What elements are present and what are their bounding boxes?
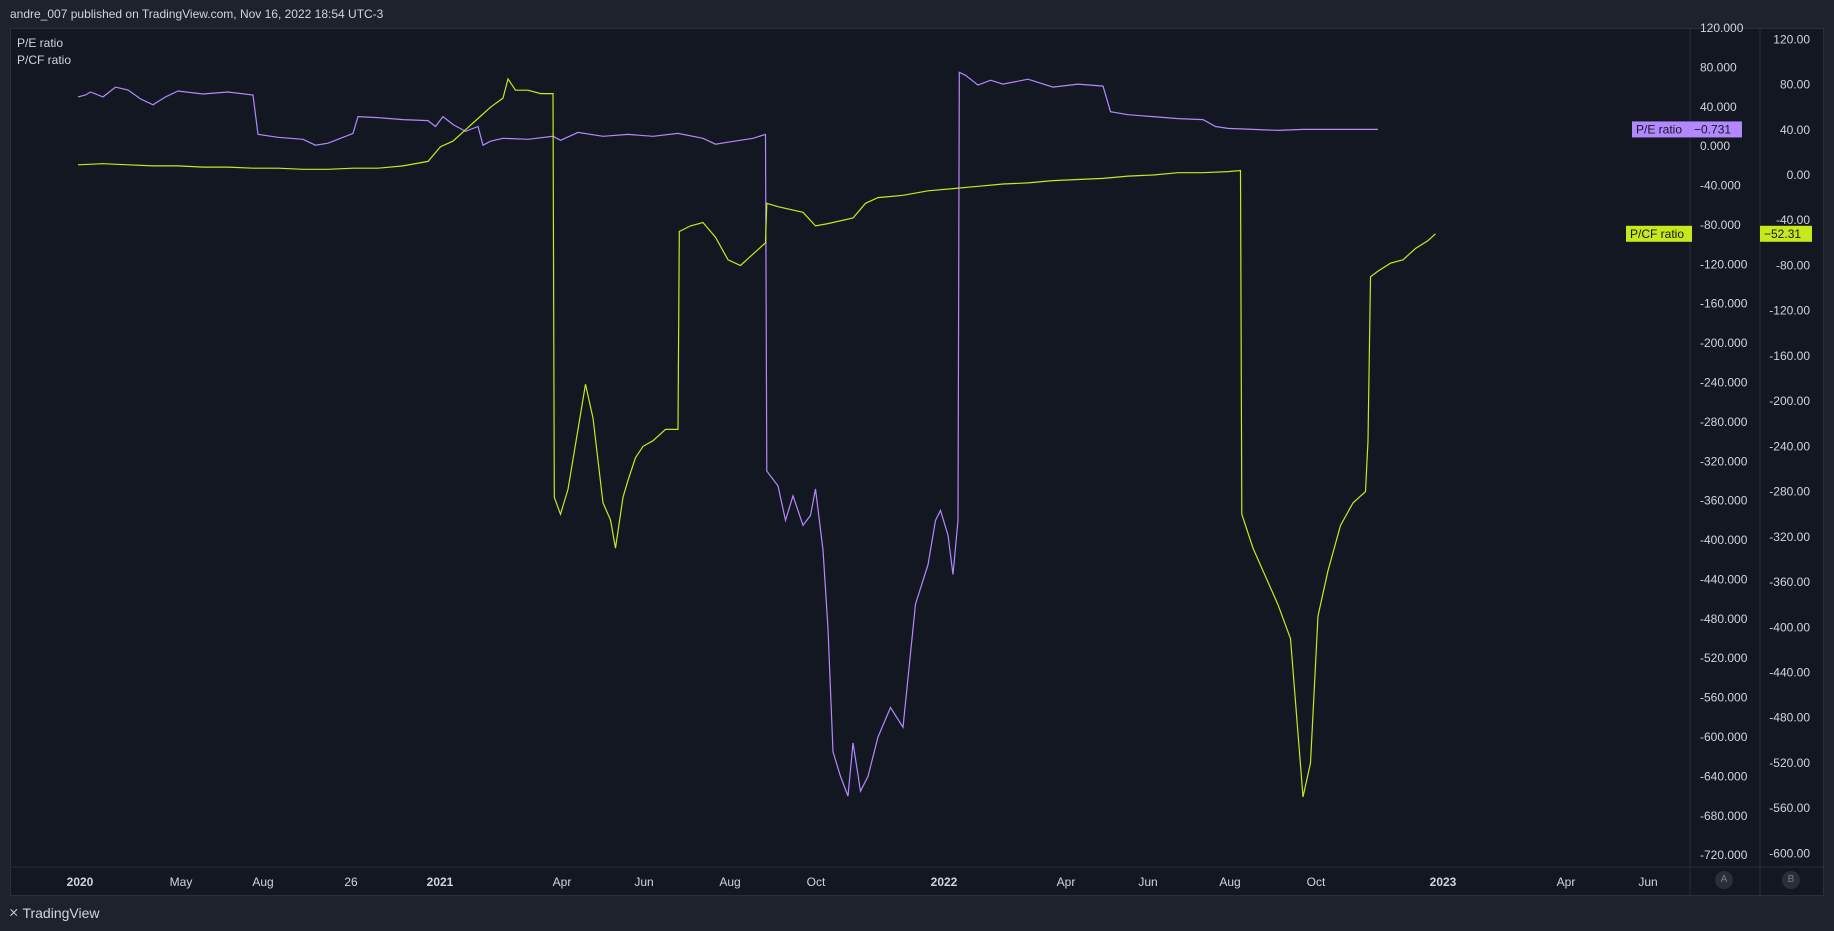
series-line-pe	[77, 71, 1378, 797]
right-axis-tick-label: 120.00	[1773, 32, 1810, 46]
right-axis-tick-label: -160.00	[1769, 349, 1810, 363]
left-axis-tick-label: -400.000	[1700, 533, 1748, 547]
right-axis-tick-label: -440.00	[1769, 666, 1810, 680]
right-axis-tick-label: -600.00	[1769, 846, 1810, 860]
right-axis-tick-label: -480.00	[1769, 711, 1810, 725]
x-axis-tick-label: Oct	[807, 875, 826, 889]
right-axis-tick-label: -560.00	[1769, 801, 1810, 815]
x-axis-tick-label: Oct	[1307, 875, 1326, 889]
right-axis-tick-label: -40.00	[1776, 213, 1810, 227]
left-axis-tick-label: 80.000	[1700, 60, 1737, 74]
left-axis-tick-label: 120.000	[1700, 21, 1744, 35]
right-axis-tick-label: 40.00	[1780, 123, 1810, 137]
x-axis-tick-label: Jun	[634, 875, 653, 889]
series-name-label: P/E ratio	[1636, 122, 1682, 136]
series-name-tag	[1632, 121, 1690, 138]
right-axis-tick-label: -280.00	[1769, 485, 1810, 499]
left-axis-tick-label: -240.000	[1700, 376, 1748, 390]
x-axis-tick-label: Jun	[1638, 875, 1657, 889]
x-axis-tick-label: Aug	[252, 875, 273, 889]
left-axis-tick-label: -160.000	[1700, 297, 1748, 311]
right-axis-tick-label: 80.00	[1780, 78, 1810, 92]
legend-item-pe[interactable]: P/E ratio	[17, 36, 64, 50]
left-axis-tick-label: -480.000	[1700, 612, 1748, 626]
right-axis-tick-label: -240.00	[1769, 439, 1810, 453]
chart-frame[interactable]	[10, 28, 1824, 896]
left-axis-tick-label: 0.000	[1700, 139, 1730, 153]
x-axis-tick-label: 2021	[427, 875, 454, 889]
right-axis-tick-label: -80.00	[1776, 258, 1810, 272]
x-axis-tick-label: Aug	[1219, 875, 1240, 889]
left-axis-tick-label: -80.000	[1700, 218, 1741, 232]
series-value-tag	[1690, 121, 1742, 138]
right-axis-tick-label: 0.00	[1787, 168, 1811, 182]
scale-b-button[interactable]: B	[1782, 871, 1800, 889]
x-axis-tick-label: 2023	[1430, 875, 1457, 889]
x-axis-tick-label: May	[170, 875, 193, 889]
left-axis-tick-label: -520.000	[1700, 651, 1748, 665]
tradingview-logo-icon: 🞨	[10, 905, 18, 920]
series-name-label: P/CF ratio	[1630, 227, 1684, 241]
x-axis-tick-label: 2022	[931, 875, 958, 889]
series-value-tag	[1760, 225, 1812, 242]
left-axis-tick-label: -720.000	[1700, 848, 1748, 862]
right-axis-tick-label: -400.00	[1769, 620, 1810, 634]
right-axis-tick-label: -320.00	[1769, 530, 1810, 544]
series-value-label: −52.31	[1764, 227, 1801, 241]
x-axis-tick-label: Apr	[553, 875, 572, 889]
x-axis-tick-label: Jun	[1138, 875, 1157, 889]
right-axis-tick-label: -120.00	[1769, 304, 1810, 318]
footer-brand: TradingView	[22, 905, 100, 921]
left-axis-tick-label: -40.000	[1700, 179, 1741, 193]
footer: 🞨 TradingView	[10, 902, 99, 924]
left-axis-tick-label: -280.000	[1700, 415, 1748, 429]
publisher-info: andre_007 published on TradingView.com, …	[10, 7, 384, 21]
series-line-pcf	[77, 77, 1436, 798]
x-axis-tick-label: Apr	[1057, 875, 1076, 889]
left-axis-tick-label: -680.000	[1700, 809, 1748, 823]
x-axis-tick-label: Apr	[1557, 875, 1576, 889]
left-axis-tick-label: 40.000	[1700, 100, 1737, 114]
left-axis-tick-label: -320.000	[1700, 454, 1748, 468]
right-axis-tick-label: -360.00	[1769, 575, 1810, 589]
left-axis-tick-label: -600.000	[1700, 730, 1748, 744]
left-axis-tick-label: -440.000	[1700, 572, 1748, 586]
x-axis-tick-label: 2020	[67, 875, 94, 889]
x-axis-tick-label: Aug	[719, 875, 740, 889]
right-axis-tick-label: -200.00	[1769, 394, 1810, 408]
x-axis-tick-label: 26	[344, 875, 358, 889]
right-axis-tick-label: -520.00	[1769, 756, 1810, 770]
legend: P/E ratio P/CF ratio	[17, 35, 71, 69]
legend-item-pcf[interactable]: P/CF ratio	[17, 53, 72, 67]
left-axis-tick-label: -360.000	[1700, 494, 1748, 508]
left-axis-tick-label: -640.000	[1700, 769, 1748, 783]
scale-a-button[interactable]: A	[1715, 871, 1733, 889]
left-axis-tick-label: -120.000	[1700, 257, 1748, 271]
series-value-label: −0.731	[1694, 122, 1731, 136]
left-axis-tick-label: -200.000	[1700, 336, 1748, 350]
series-name-tag	[1626, 225, 1692, 242]
left-axis-tick-label: -560.000	[1700, 691, 1748, 705]
